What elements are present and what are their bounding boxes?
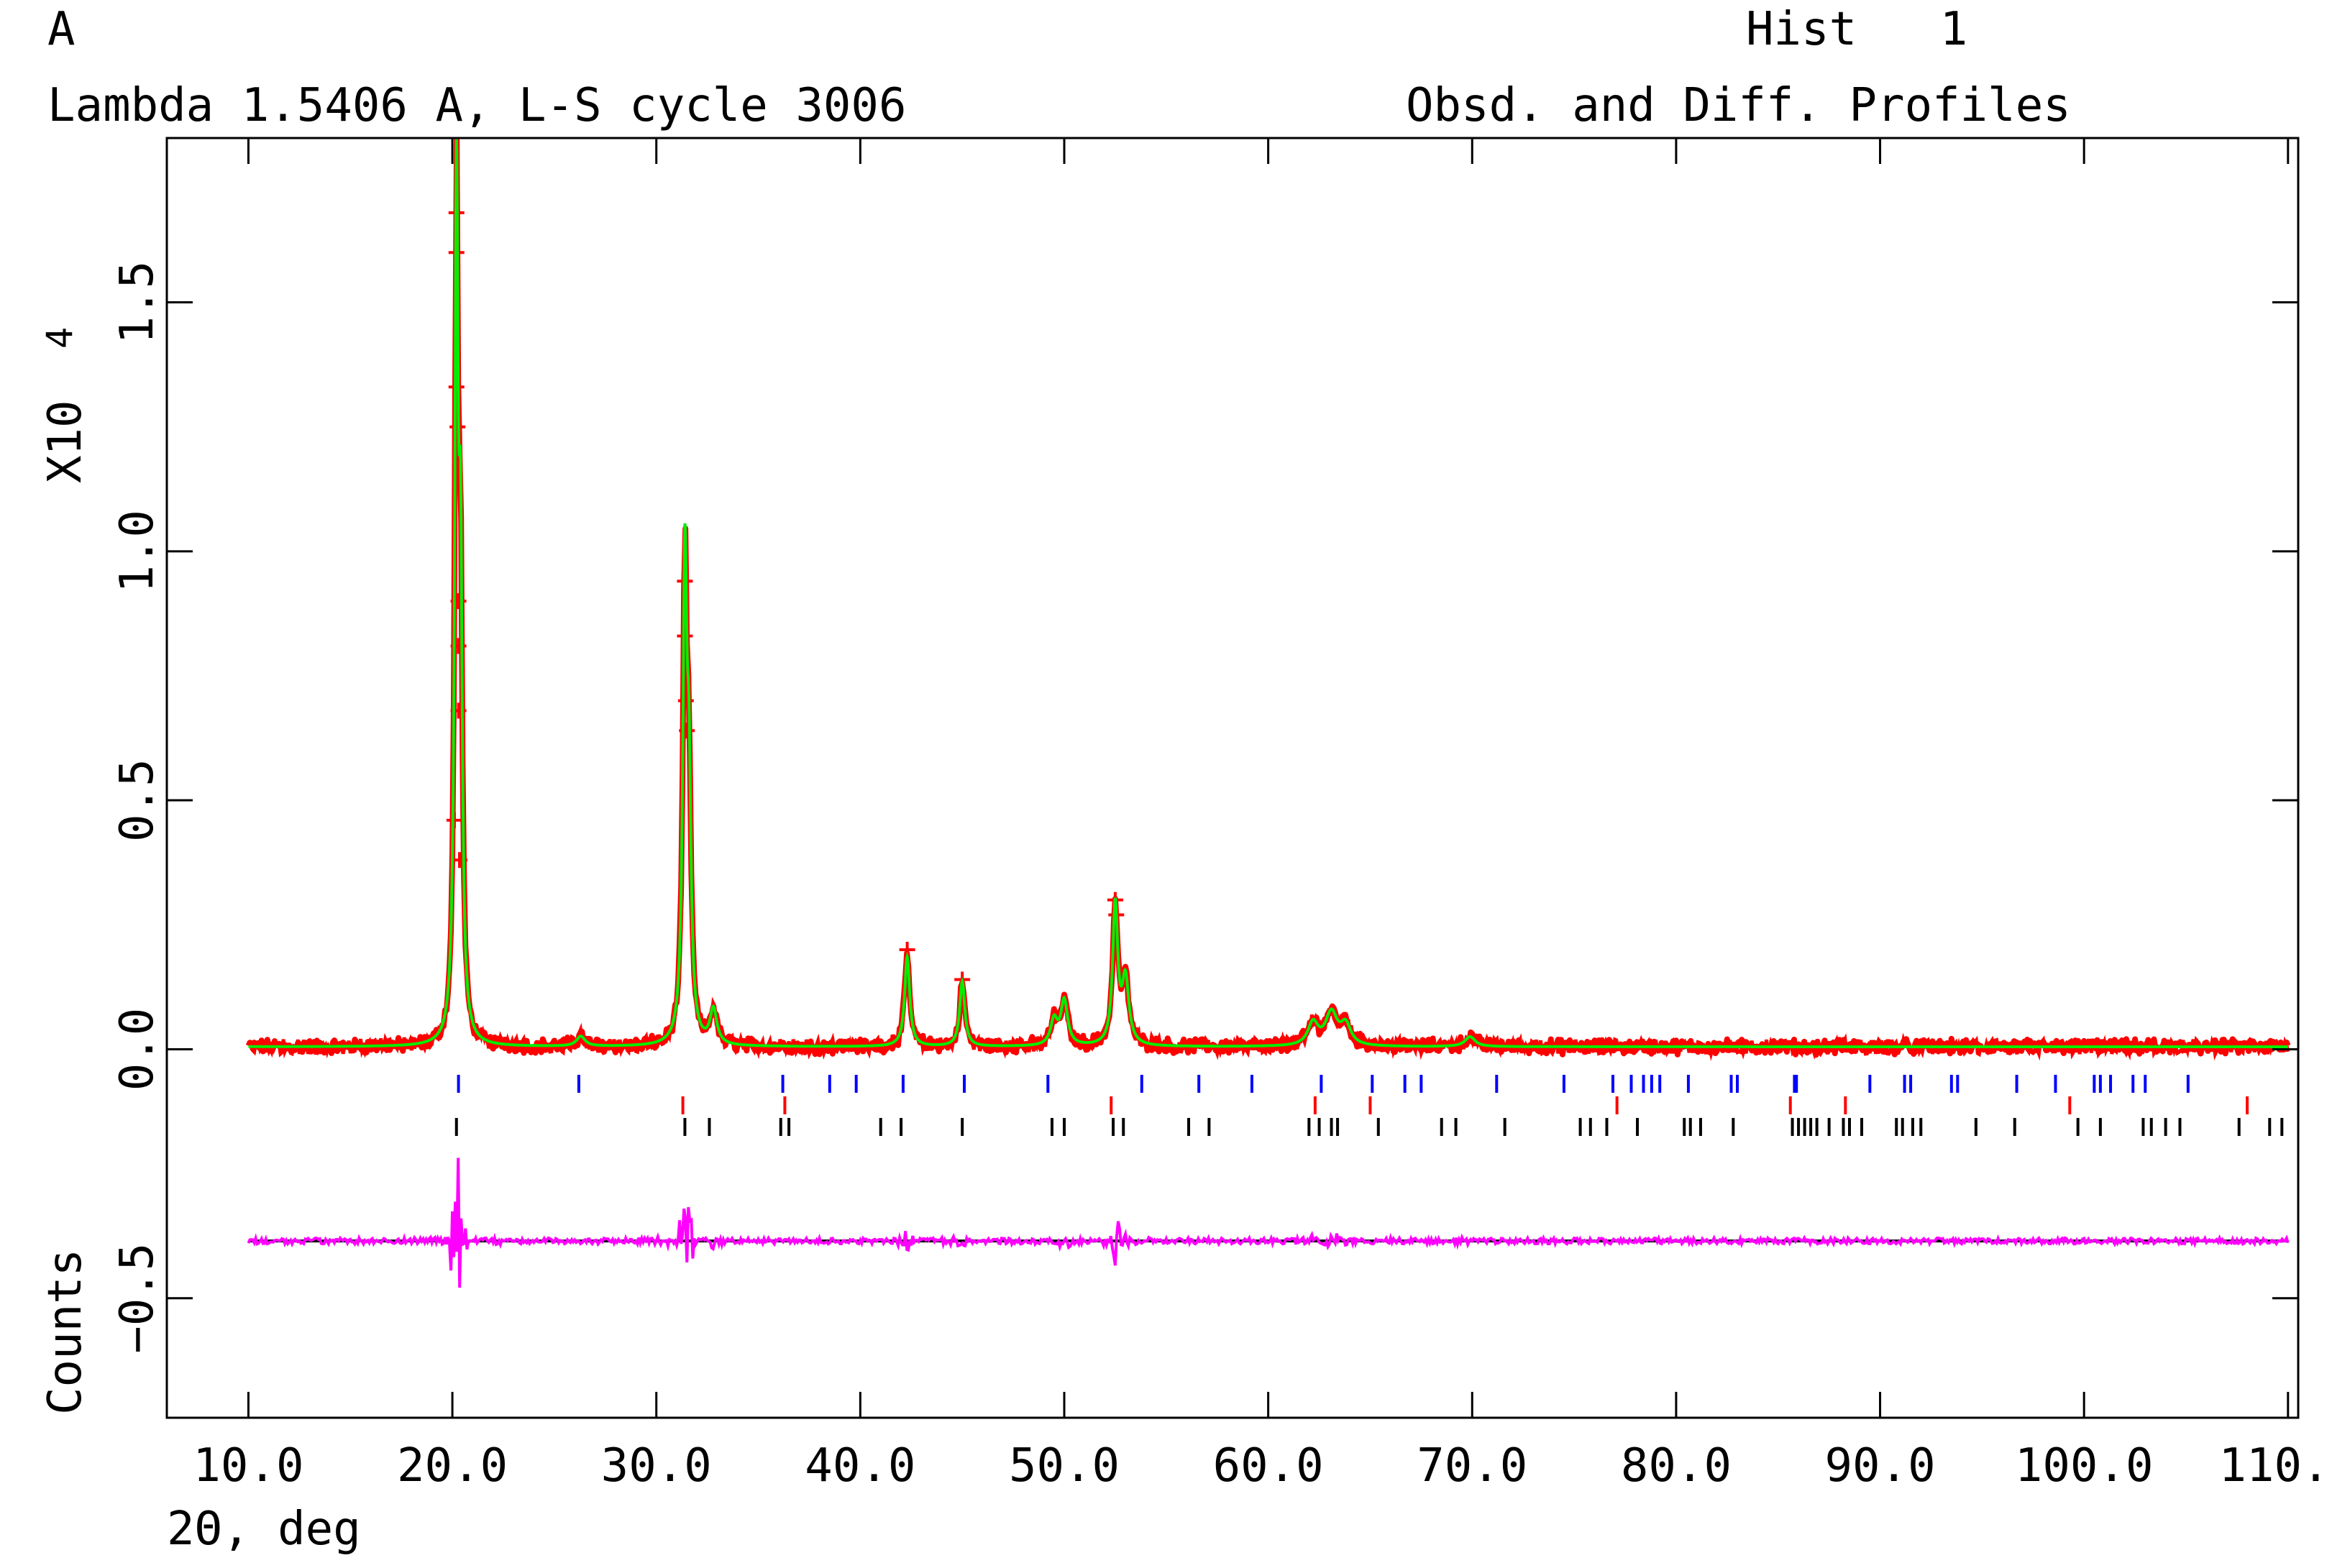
- y-scale-label: X10: [39, 400, 92, 483]
- calculated-curve-layer: [248, 138, 2288, 1048]
- axes: 10.0 20.0 30.0 40.0 50.0 60.0 70.0 80.0 90.0 100.…: [111, 137, 2332, 1493]
- x-tick-label: 70.0: [1417, 1439, 1527, 1493]
- y-scale-exponent: 4: [39, 327, 81, 349]
- panel-letter: A: [47, 3, 76, 56]
- y-tick-label: −0.5: [111, 1243, 164, 1354]
- difference-curve-layer: [247, 1157, 2290, 1288]
- calculated-profile: [248, 138, 2288, 1048]
- x-tick-label: 20.0: [397, 1439, 508, 1493]
- reflection-ticks: [454, 1075, 2284, 1136]
- hist-label: Hist 1: [1746, 3, 1967, 56]
- observed-points-layer: [245, 138, 2291, 1061]
- observed-point-marker: [446, 812, 462, 828]
- x-tick-label: 60.0: [1213, 1439, 1324, 1493]
- x-tick-label: 100.0: [2015, 1439, 2154, 1493]
- lambda-cycle-label: Lambda 1.5406 A, L-S cycle 3006: [47, 79, 906, 132]
- x-tick-label: 40.0: [805, 1439, 915, 1493]
- x-tick-label: 80.0: [1621, 1439, 1732, 1493]
- x-tick-label: 10.0: [193, 1439, 303, 1493]
- x-tick-label: 30.0: [601, 1439, 712, 1493]
- profiles-label: Obsd. and Diff. Profiles: [1406, 79, 2071, 132]
- y-tick-label: 1.5: [111, 261, 164, 344]
- observed-point-marker: [677, 692, 694, 709]
- y-axis-label: Counts: [39, 1249, 92, 1415]
- y-tick-label: 1.0: [111, 510, 164, 593]
- plot-frame: [165, 137, 2300, 1419]
- y-tick-label: 0.0: [111, 1008, 164, 1091]
- x-tick-label: 90.0: [1824, 1439, 1935, 1493]
- observed-profile-noise: [247, 147, 2290, 1061]
- observed-profile: [245, 138, 2291, 1058]
- x-tick-label: 110.0: [2218, 1439, 2332, 1493]
- x-axis-label: 2Θ, deg: [167, 1503, 361, 1556]
- y-tick-label: 0.5: [111, 758, 164, 842]
- difference-profile: [247, 1157, 2290, 1288]
- x-tick-label: 50.0: [1009, 1439, 1120, 1493]
